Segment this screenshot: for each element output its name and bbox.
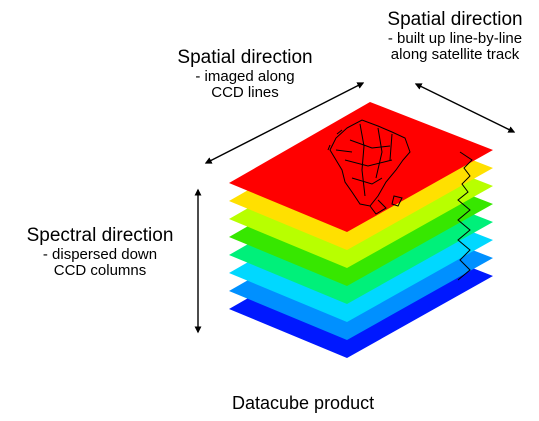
layer-edge-outline bbox=[457, 151, 473, 281]
spectral-line-1: - dispersed down bbox=[42, 245, 158, 263]
spatial-ccd-label: Spatial direction - imaged along CCD lin… bbox=[165, 47, 325, 102]
spatial-ccd-line-1: - imaged along bbox=[195, 67, 295, 85]
spectral-title: Spectral direction bbox=[26, 225, 174, 246]
spatial-track-label: Spatial direction - built up line-by-lin… bbox=[375, 9, 535, 64]
spatial-track-title: Spatial direction bbox=[387, 9, 523, 30]
spectral-label: Spectral direction - dispersed down CCD … bbox=[14, 225, 186, 280]
datacube-caption: Datacube product bbox=[232, 393, 375, 413]
spatial-ccd-line-2: CCD lines bbox=[211, 84, 279, 102]
spectral-layer-8 bbox=[229, 102, 493, 232]
spatial-track-line-1: - built up line-by-line bbox=[387, 29, 523, 47]
spatial-along-track-arrow bbox=[414, 83, 516, 133]
spectral-layers bbox=[229, 102, 493, 358]
spectral-line-2: CCD columns bbox=[53, 262, 147, 280]
spatial-track-line-2: along satellite track bbox=[390, 46, 520, 64]
spatial-ccd-title: Spatial direction bbox=[177, 47, 313, 68]
spatial-along-ccd-lines-arrow bbox=[204, 82, 365, 164]
